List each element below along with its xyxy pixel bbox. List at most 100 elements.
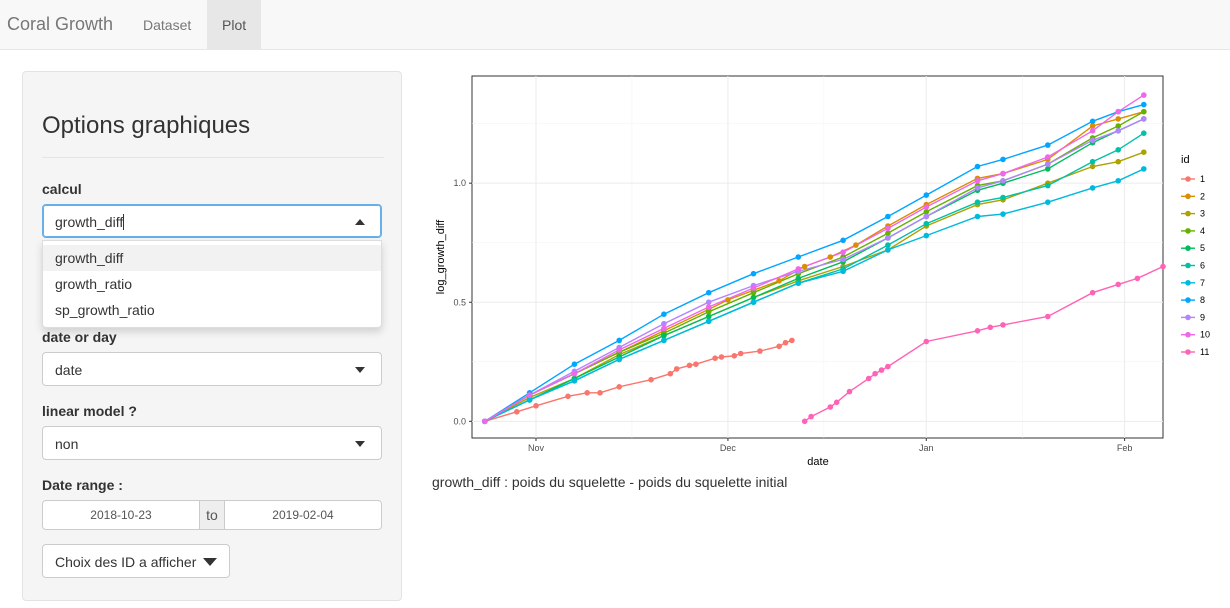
data-point-11 <box>801 418 808 425</box>
legend-key-point <box>1185 314 1191 321</box>
data-point-2 <box>827 254 834 260</box>
app-brand[interactable]: Coral Growth <box>7 14 114 34</box>
axis-ticks: Nov Dec Jan Feb 0.0 0.5 1.0 <box>453 178 1132 453</box>
data-point-6 <box>974 199 981 205</box>
chevron-down-icon[interactable] <box>355 441 365 447</box>
data-point-9 <box>1089 137 1096 144</box>
dropdown-option-growth-diff[interactable]: growth_diff <box>43 245 381 271</box>
plot-caption: growth_diff : poids du squelette - poids… <box>432 474 788 490</box>
data-point-1 <box>718 354 725 360</box>
data-point-10 <box>482 418 488 425</box>
date-range-label: Date range : <box>42 477 123 493</box>
date-range-separator: to <box>200 500 224 530</box>
legend: 1 2 3 4 5 6 7 8 9 10 11 <box>1181 174 1210 357</box>
data-point-11 <box>1089 289 1096 296</box>
date-or-day-select[interactable]: date <box>42 352 382 386</box>
chevron-up-icon[interactable] <box>355 219 365 225</box>
data-point-10 <box>1045 154 1051 160</box>
data-point-10 <box>1089 128 1096 134</box>
data-point-8 <box>1141 101 1147 108</box>
data-point-7 <box>1115 178 1121 184</box>
data-point-10 <box>923 204 930 210</box>
data-point-3 <box>1089 163 1096 170</box>
legend-label: 6 <box>1200 261 1205 271</box>
data-point-2 <box>1115 116 1121 122</box>
data-point-1 <box>673 366 680 372</box>
data-point-9 <box>1045 161 1051 167</box>
series-points <box>482 92 1166 425</box>
tab-dataset[interactable]: Dataset <box>143 17 192 33</box>
tab-plot[interactable]: Plot <box>207 0 261 50</box>
data-point-1 <box>693 361 699 368</box>
data-point-1 <box>584 390 590 396</box>
sidebar-panel: Options graphiques calcul growth_diff da… <box>22 71 402 601</box>
data-point-10 <box>795 266 802 272</box>
data-point-11 <box>1115 281 1121 288</box>
data-point-10 <box>750 285 757 291</box>
data-point-7 <box>885 247 891 253</box>
data-point-7 <box>974 213 981 220</box>
calcul-label: calcul <box>42 181 82 197</box>
data-point-7 <box>705 318 712 325</box>
linear-model-select[interactable]: non <box>42 426 382 460</box>
dropdown-option-growth-ratio[interactable]: growth_ratio <box>55 276 133 292</box>
data-point-6 <box>885 242 891 248</box>
data-point-2 <box>776 278 782 284</box>
data-point-7 <box>1141 166 1147 172</box>
data-point-9 <box>1141 116 1147 122</box>
legend-label: 8 <box>1200 295 1205 305</box>
data-point-11 <box>846 388 853 395</box>
y-tick-label: 0.5 <box>453 297 466 307</box>
data-point-9 <box>661 320 667 327</box>
dropdown-option-sp-growth-ratio[interactable]: sp_growth_ratio <box>55 302 155 318</box>
legend-key-point <box>1185 349 1191 355</box>
data-point-1 <box>712 355 718 362</box>
data-point-8 <box>974 163 981 170</box>
data-point-7 <box>840 268 846 275</box>
chevron-down-icon[interactable] <box>355 367 365 373</box>
legend-label: 9 <box>1200 312 1205 322</box>
data-point-8 <box>840 237 846 244</box>
data-point-11 <box>974 328 981 334</box>
x-tick-label: Feb <box>1117 443 1133 453</box>
data-point-10 <box>974 178 981 184</box>
data-point-6 <box>1141 130 1147 136</box>
data-point-9 <box>705 299 712 305</box>
id-choice-label: Choix des ID a afficher <box>55 554 197 570</box>
data-point-7 <box>923 232 930 239</box>
data-point-4 <box>1115 123 1121 129</box>
data-point-5 <box>750 294 757 301</box>
linear-model-label: linear model ? <box>42 403 137 419</box>
data-point-8 <box>885 213 891 220</box>
date-end-input[interactable]: 2019-02-04 <box>224 500 382 530</box>
id-choice-button[interactable]: Choix des ID a afficher <box>42 544 230 578</box>
data-point-5 <box>661 332 667 339</box>
data-point-8 <box>661 311 667 317</box>
date-start-input[interactable]: 2018-10-23 <box>42 500 200 530</box>
data-point-6 <box>923 220 930 227</box>
series-line-1 <box>484 339 793 422</box>
data-point-10 <box>1115 108 1121 115</box>
data-point-8 <box>1045 142 1051 148</box>
data-point-1 <box>789 337 795 344</box>
data-point-7 <box>1089 185 1096 191</box>
data-point-8 <box>923 192 930 198</box>
data-point-9 <box>840 256 846 263</box>
data-point-7 <box>661 337 667 344</box>
growth-plot: Nov Dec Jan Feb 0.0 0.5 1.0 date log_growth_di… <box>435 75 1210 468</box>
legend-title: id <box>1181 154 1190 166</box>
data-point-7 <box>1000 211 1006 217</box>
data-point-8 <box>571 361 578 368</box>
calcul-value: growth_diff <box>55 214 125 230</box>
data-point-9 <box>885 235 891 241</box>
data-point-11 <box>808 413 814 420</box>
data-point-6 <box>1089 158 1096 165</box>
data-point-8 <box>705 289 712 296</box>
data-point-1 <box>648 376 654 383</box>
y-tick-label: 0.0 <box>453 416 466 426</box>
data-point-7 <box>526 397 533 403</box>
calcul-select[interactable]: growth_diff <box>42 204 382 238</box>
data-point-11 <box>1045 313 1051 320</box>
legend-key-point <box>1185 280 1191 286</box>
navbar: Coral Growth Dataset Plot <box>0 0 1230 50</box>
